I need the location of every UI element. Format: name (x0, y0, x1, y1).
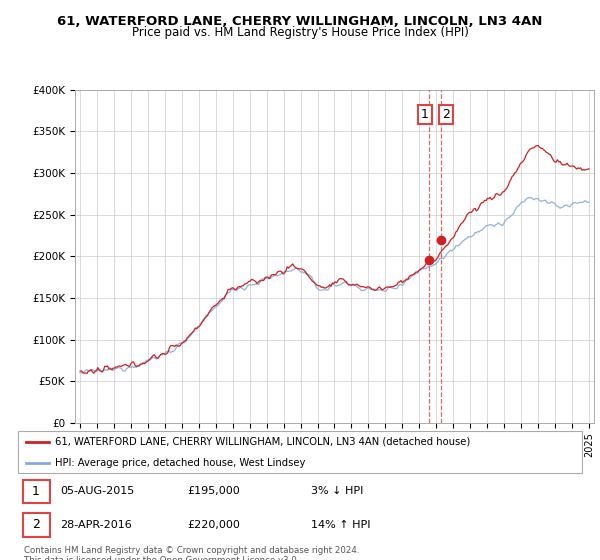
Text: 61, WATERFORD LANE, CHERRY WILLINGHAM, LINCOLN, LN3 4AN (detached house): 61, WATERFORD LANE, CHERRY WILLINGHAM, L… (55, 437, 470, 447)
Text: 3% ↓ HPI: 3% ↓ HPI (311, 487, 364, 496)
Text: 14% ↑ HPI: 14% ↑ HPI (311, 520, 371, 530)
Text: Price paid vs. HM Land Registry's House Price Index (HPI): Price paid vs. HM Land Registry's House … (131, 26, 469, 39)
FancyBboxPatch shape (23, 480, 50, 503)
Text: £195,000: £195,000 (187, 487, 240, 496)
Text: 2: 2 (442, 108, 450, 121)
Text: 28-APR-2016: 28-APR-2016 (60, 520, 132, 530)
Text: 1: 1 (32, 485, 40, 498)
Text: £220,000: £220,000 (187, 520, 240, 530)
Text: Contains HM Land Registry data © Crown copyright and database right 2024.
This d: Contains HM Land Registry data © Crown c… (24, 546, 359, 560)
Text: 61, WATERFORD LANE, CHERRY WILLINGHAM, LINCOLN, LN3 4AN: 61, WATERFORD LANE, CHERRY WILLINGHAM, L… (58, 15, 542, 28)
Text: HPI: Average price, detached house, West Lindsey: HPI: Average price, detached house, West… (55, 458, 305, 468)
Text: 1: 1 (421, 108, 428, 121)
Text: 05-AUG-2015: 05-AUG-2015 (60, 487, 134, 496)
Text: 2: 2 (32, 519, 40, 531)
FancyBboxPatch shape (23, 514, 50, 536)
